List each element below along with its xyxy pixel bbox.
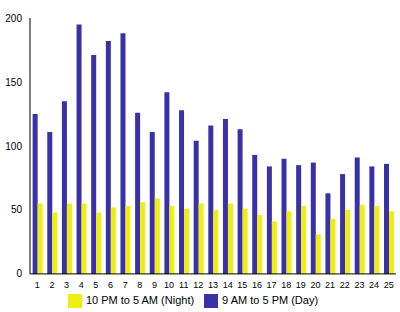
svg-text:24: 24: [369, 280, 379, 290]
svg-text:10: 10: [164, 280, 174, 290]
svg-text:0: 0: [16, 268, 22, 279]
svg-text:13: 13: [208, 280, 218, 290]
svg-text:18: 18: [281, 280, 291, 290]
svg-text:23: 23: [354, 280, 364, 290]
html-text:10 PM to 5 AM (Night): 10 PM to 5 AM (Night): [85, 293, 195, 306]
svg-text:7: 7: [123, 280, 128, 290]
svg-text:3: 3: [64, 280, 69, 290]
svg-text:1: 1: [35, 280, 40, 290]
svg-text:22: 22: [340, 280, 350, 290]
svg-text:17: 17: [267, 280, 277, 290]
svg-text:4: 4: [79, 280, 84, 290]
svg-text:5: 5: [93, 280, 98, 290]
svg-text:12: 12: [193, 280, 203, 290]
svg-text:6: 6: [108, 280, 113, 290]
svg-text:14: 14: [223, 280, 233, 290]
svg-text:9: 9: [152, 280, 157, 290]
svg-text:11: 11: [179, 280, 188, 290]
svg-text:8: 8: [137, 280, 142, 290]
svg-text:200: 200: [8, 13, 22, 24]
svg-text:2: 2: [49, 280, 54, 290]
svg-text:20: 20: [310, 280, 320, 290]
html-text:9 AM to 5 PM (Day): 9 AM to 5 PM (Day): [222, 293, 319, 306]
svg-text:100: 100: [8, 141, 22, 152]
svg-text:19: 19: [296, 280, 306, 290]
svg-text:21: 21: [325, 280, 335, 290]
svg-text:50: 50: [11, 204, 23, 215]
svg-text:16: 16: [252, 280, 262, 290]
svg-text:15: 15: [237, 280, 247, 290]
svg-text:150: 150: [8, 77, 22, 88]
svg-text:25: 25: [384, 280, 392, 290]
